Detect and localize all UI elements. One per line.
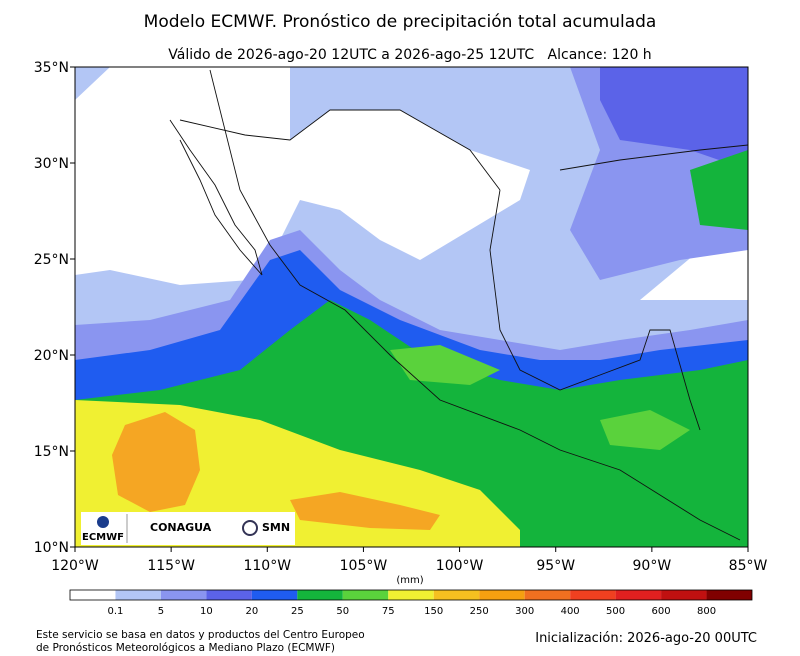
colorbar-unit: (mm) (396, 575, 423, 586)
source-line: Este servicio se basa en datos y product… (36, 629, 365, 641)
colorbar-segment (661, 590, 707, 600)
lon-label: 110°W (243, 558, 291, 574)
source-line: de Pronósticos Meteorológicos a Mediano … (36, 642, 335, 654)
colorbar-segment (297, 590, 343, 600)
colorbar-segment (570, 590, 616, 600)
colorbar-segment (206, 590, 252, 600)
lat-label: 25°N (34, 252, 69, 268)
logos: ECMWF CONAGUA SMN (81, 512, 295, 545)
colorbar-segment (115, 590, 161, 600)
colorbar-frame (69, 589, 753, 601)
colorbar-segment (615, 590, 662, 600)
colorbar-label: 10 (200, 606, 213, 617)
lat-label: 35°N (34, 60, 69, 76)
colorbar-label: 50 (336, 606, 349, 617)
colorbar-label: 500 (606, 606, 625, 617)
init-time: Inicialización: 2026-ago-20 00UTC (535, 631, 757, 646)
colorbar-label: 75 (382, 606, 395, 617)
colorbar-label: 25 (291, 606, 304, 617)
smn-logo: SMN (262, 521, 290, 534)
colorbar-label: 600 (652, 606, 671, 617)
lat-label: 10°N (34, 540, 69, 556)
colorbar-label: 150 (424, 606, 443, 617)
lat-label: 15°N (34, 444, 69, 460)
colorbar-label: 0.1 (108, 606, 124, 617)
lon-label: 105°W (340, 558, 388, 574)
lon-label: 90°W (633, 558, 672, 574)
colorbar-segment (433, 590, 480, 600)
colorbar-label: 5 (158, 606, 164, 617)
colorbar-segment (479, 590, 525, 600)
lon-label: 115°W (147, 558, 195, 574)
colorbar-label: 300 (515, 606, 534, 617)
lon-label: 100°W (436, 558, 484, 574)
colorbar-label: 250 (470, 606, 489, 617)
colorbar-label: 800 (697, 606, 716, 617)
colorbar-segment (524, 590, 571, 600)
colorbar-segment (160, 590, 207, 600)
lon-label: 85°W (729, 558, 768, 574)
colorbar-label: 20 (245, 606, 258, 617)
colorbar-segment (70, 590, 116, 600)
ecmwf-logo: ECMWF (82, 532, 124, 543)
map-frame (74, 66, 749, 548)
colorbar-label: 400 (561, 606, 580, 617)
title: Modelo ECMWF. Pronóstico de precipitació… (144, 12, 657, 32)
lon-label: 120°W (51, 558, 99, 574)
precipitation-map (75, 67, 748, 547)
colorbar-segment (706, 590, 752, 600)
colorbar-segment (388, 590, 434, 600)
lat-label: 30°N (34, 156, 69, 172)
colorbar-segment (251, 590, 298, 600)
lat-label: 20°N (34, 348, 69, 364)
conagua-logo: CONAGUA (150, 521, 212, 534)
lon-label: 95°W (536, 558, 575, 574)
subtitle: Válido de 2026-ago-20 12UTC a 2026-ago-2… (168, 47, 651, 63)
colorbar-segment (342, 590, 389, 600)
